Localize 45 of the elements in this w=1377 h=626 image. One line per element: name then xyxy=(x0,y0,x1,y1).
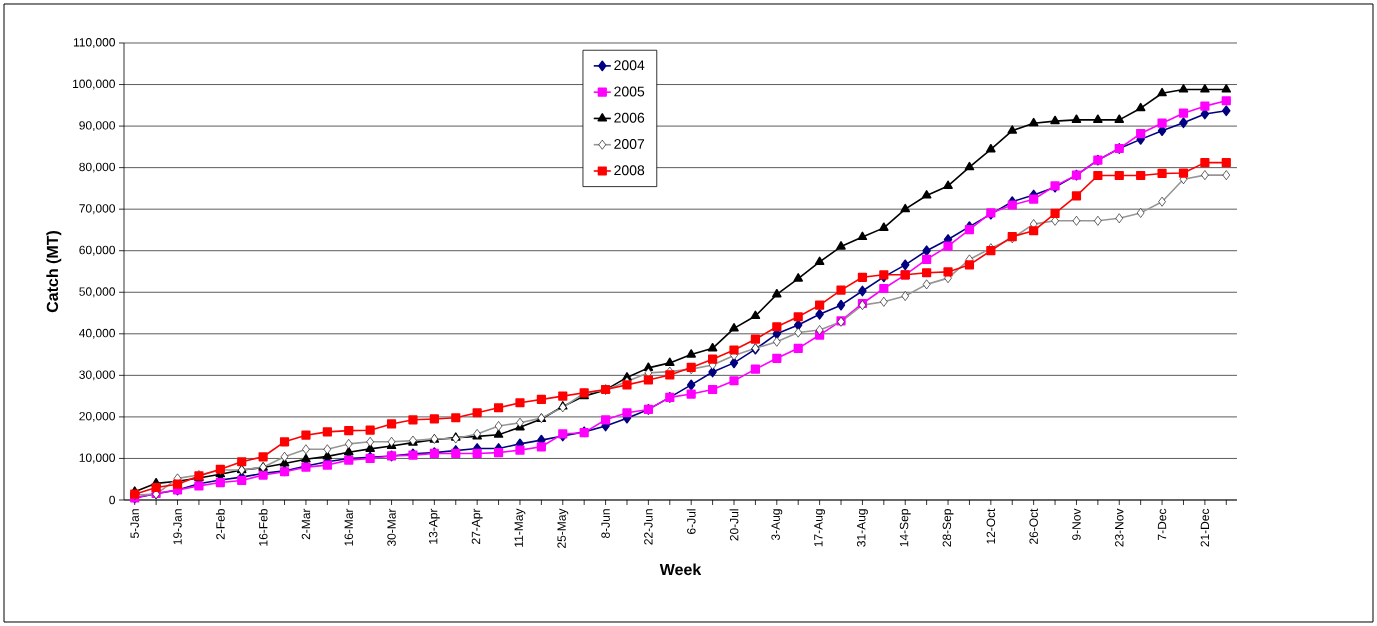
y-tick-label: 0 xyxy=(109,495,116,505)
y-tick-label: 70,000 xyxy=(79,204,116,215)
x-tick-label: 27-Apr xyxy=(471,508,483,544)
legend-label: 2007 xyxy=(614,139,645,149)
x-tick-label: 25-May xyxy=(557,508,569,548)
y-tick-label: 30,000 xyxy=(79,370,116,381)
x-tick-label: 23-Nov xyxy=(1115,508,1124,547)
x-tick-label: 8-Jun xyxy=(601,509,610,539)
x-tick-label: 22-Jun xyxy=(644,509,653,545)
x-tick-label: 11-May xyxy=(514,508,526,547)
y-tick-label: 90,000 xyxy=(79,121,116,132)
x-tick-label: 16-Feb xyxy=(258,509,268,546)
x-tick-label: 19-Jan xyxy=(173,509,182,545)
x-tick-label: 21-Dec xyxy=(1200,508,1210,547)
x-tick-label: 9-Nov xyxy=(1072,508,1081,540)
x-tick-label: 31-Aug xyxy=(856,509,868,547)
x-tick-label: 28-Sep xyxy=(942,509,954,547)
y-tick-label: 40,000 xyxy=(79,328,116,339)
legend-label: 2005 xyxy=(614,86,645,97)
legend-label: 2008 xyxy=(614,165,645,176)
legend-label: 2004 xyxy=(614,60,645,71)
x-tick-label: 2-Feb xyxy=(215,509,225,540)
y-tick-label: 60,000 xyxy=(79,245,116,256)
y-tick-label: 10,000 xyxy=(79,453,116,464)
x-tick-label: 20-Jul xyxy=(729,509,739,541)
x-tick-label: 12-Oct xyxy=(986,508,996,544)
x-tick-label: 26-Oct xyxy=(1029,508,1038,544)
y-tick-label: 100,000 xyxy=(73,79,116,90)
y-axis-title: Catch (MT) xyxy=(46,230,62,313)
x-axis-title: Week xyxy=(659,563,702,576)
x-tick-label: 17-Aug xyxy=(814,509,825,547)
x-tick-label: 16-Mar xyxy=(344,508,353,546)
x-tick-label: 14-Sep xyxy=(899,509,911,547)
x-tick-label: 13-Apr xyxy=(428,508,440,544)
x-tick-label: 30-Mar xyxy=(387,508,396,547)
x-tick-label: 5-Jan xyxy=(130,509,139,539)
x-tick-label: 6-Jul xyxy=(686,509,696,534)
x-tick-label: 7-Dec xyxy=(1157,508,1167,540)
y-tick-label: 80,000 xyxy=(79,162,116,173)
y-tick-label: 50,000 xyxy=(79,287,116,298)
x-tick-label: 3-Aug xyxy=(771,509,783,541)
y-tick-label: 20,000 xyxy=(79,411,116,422)
legend-label: 2006 xyxy=(614,112,645,123)
x-tick-label: 2-Mar xyxy=(301,508,311,540)
y-tick-label: 110,000 xyxy=(73,38,116,48)
